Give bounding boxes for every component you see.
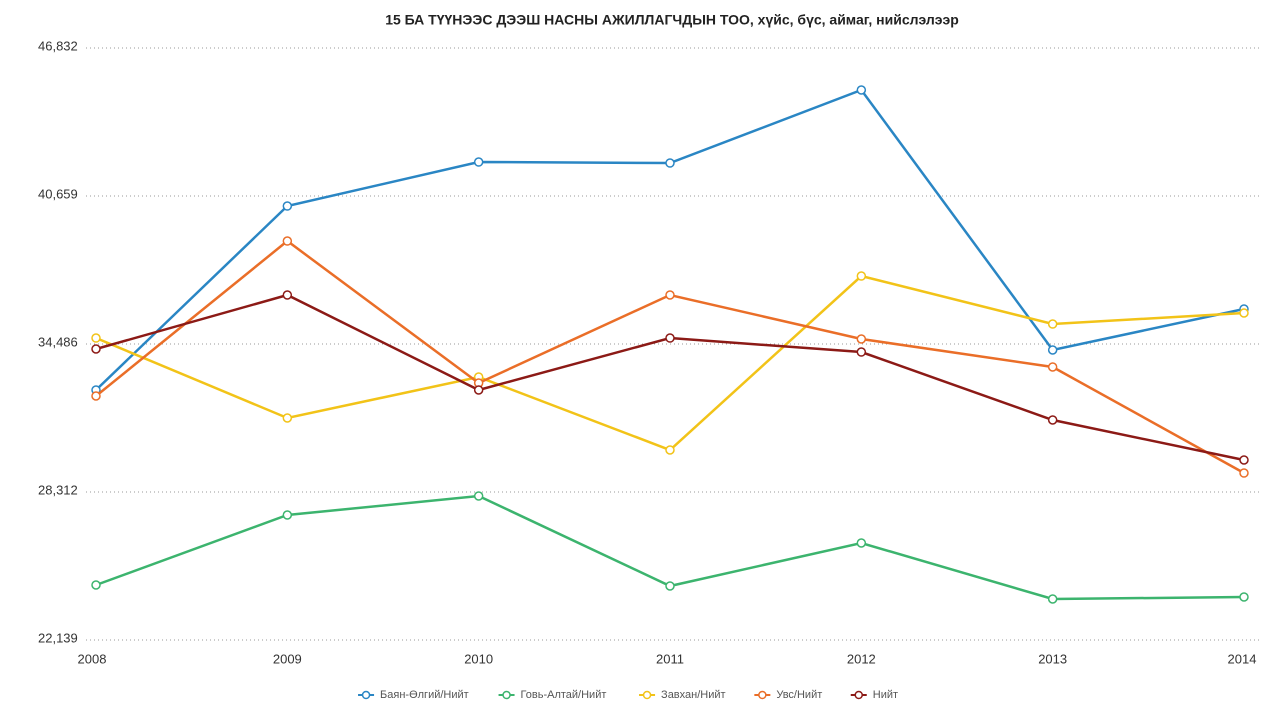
data-point (1239, 468, 1249, 478)
chart-title: 15 БА ТҮҮНЭЭС ДЭЭШ НАСНЫ АЖИЛЛАГЧДЫН ТОО… (385, 12, 959, 28)
data-point (282, 236, 293, 246)
data-point (282, 201, 293, 211)
data-point (1047, 415, 1058, 425)
legend-label: Завхан/Нийт (661, 689, 726, 701)
legend-label: Увс/Нийт (776, 689, 822, 701)
x-tick-label: 2010 (464, 651, 493, 666)
y-tick-label: 46,832 (38, 38, 78, 53)
legend-marker (361, 690, 371, 700)
data-point (665, 445, 675, 455)
data-point (665, 333, 675, 343)
legend-item: Нийт (850, 689, 898, 701)
data-point (1047, 345, 1058, 355)
y-tick-label: 34,486 (38, 334, 78, 349)
data-point (665, 158, 675, 168)
data-point (856, 538, 867, 548)
data-point (91, 391, 101, 401)
series-line (95, 239, 1245, 475)
legend-label: Баян-Өлгий/Нийт (380, 689, 469, 701)
legend-item: Завхан/Нийт (639, 689, 726, 701)
data-point (1239, 308, 1249, 318)
data-point (856, 334, 867, 344)
data-point (282, 290, 293, 300)
x-tick-label: 2008 (78, 651, 107, 666)
data-point (665, 290, 675, 300)
data-point (1047, 319, 1058, 329)
data-point (91, 344, 101, 354)
legend-item: Баян-Өлгий/Нийт (358, 689, 469, 701)
data-point (282, 510, 293, 520)
data-point (1047, 594, 1058, 604)
data-point (473, 385, 484, 395)
legend-marker (758, 690, 767, 700)
data-point (1239, 455, 1249, 465)
data-point (856, 85, 867, 95)
data-point (473, 157, 484, 167)
data-point (1047, 362, 1058, 372)
legend-marker (642, 690, 652, 700)
legend-label: Нийт (873, 689, 898, 701)
y-tick-label: 22,139 (38, 630, 78, 645)
legend-label: Говь-Алтай/Нийт (521, 689, 607, 701)
x-tick-label: 2014 (1228, 651, 1257, 666)
x-tick-label: 2013 (1038, 651, 1067, 666)
data-point (665, 581, 675, 591)
x-tick-label: 2012 (847, 651, 876, 666)
legend-item: Увс/Нийт (754, 689, 822, 701)
y-tick-label: 28,312 (38, 482, 78, 497)
legend-marker (502, 690, 511, 700)
x-tick-label: 2009 (273, 651, 302, 666)
series-line (95, 88, 1245, 391)
legend-marker (854, 690, 863, 700)
data-point (282, 413, 293, 423)
data-point (91, 580, 101, 590)
x-tick-label: 2011 (656, 651, 684, 666)
data-point (91, 333, 101, 343)
data-point (856, 347, 867, 357)
data-point (473, 491, 484, 501)
y-tick-label: 40,659 (38, 186, 78, 201)
legend-item: Говь-Алтай/Нийт (498, 689, 607, 701)
data-point (856, 271, 867, 281)
data-point (1239, 592, 1249, 602)
